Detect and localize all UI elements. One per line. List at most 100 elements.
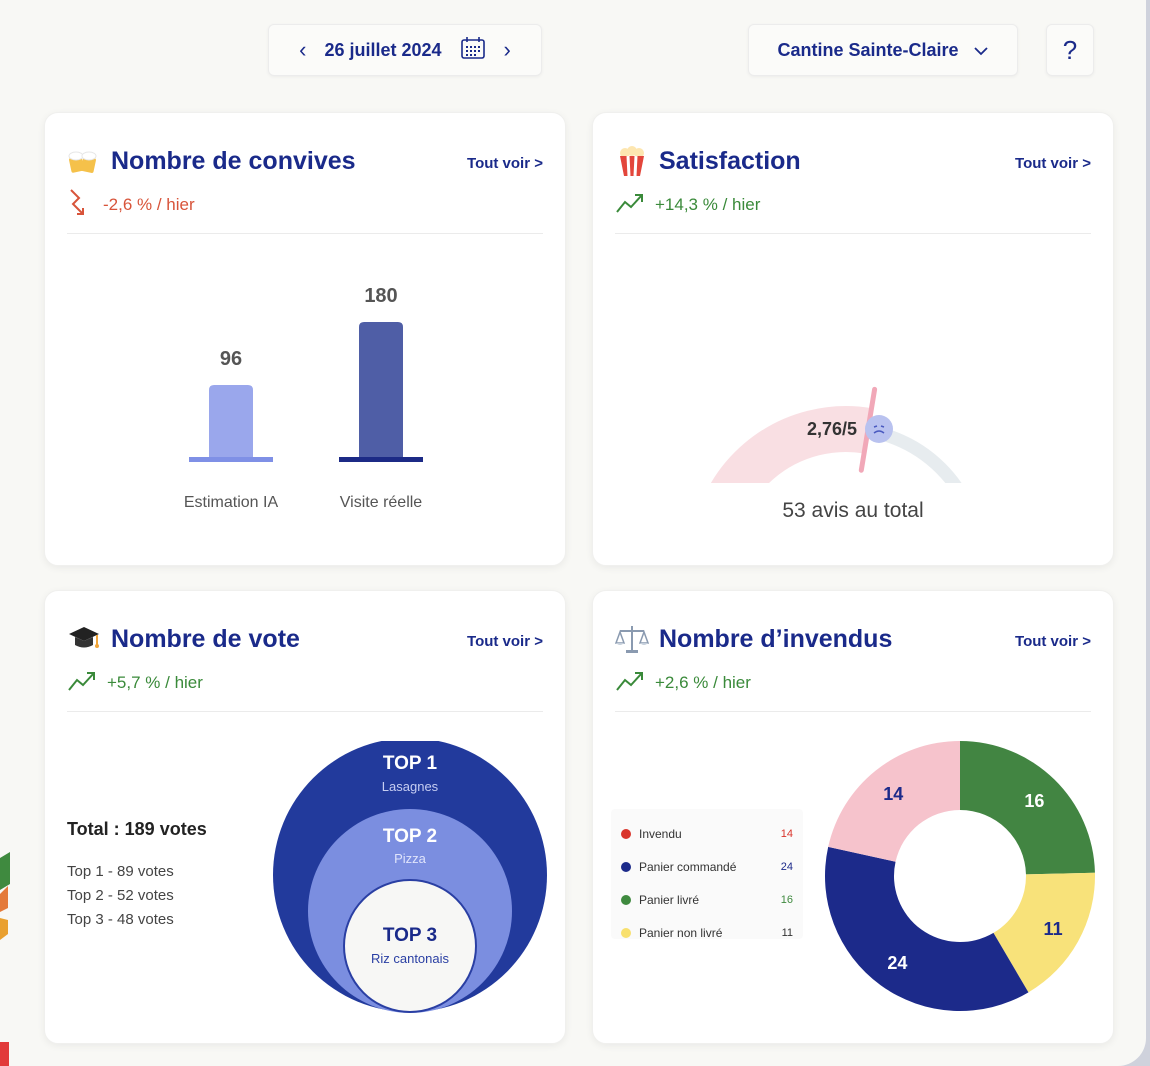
gauge-fill — [710, 406, 872, 483]
chevron-right-icon[interactable]: › — [503, 37, 511, 62]
bar-value-label: 180 — [364, 285, 397, 307]
legend-label: Invendu — [639, 826, 682, 841]
bar-base — [339, 457, 423, 462]
card-convives: Nombre de convives Tout voir > -2,6 % / … — [44, 112, 566, 566]
donut-value-label: 14 — [883, 784, 903, 804]
decor-shapes — [0, 852, 10, 940]
donut-slice — [993, 872, 1095, 993]
date-label[interactable]: 26 juillet 2024 — [324, 39, 442, 60]
site-selector[interactable]: Cantine Sainte-Claire — [748, 24, 1018, 76]
top1-dish: Lasagnes — [382, 779, 439, 794]
popcorn-icon — [615, 145, 649, 177]
legend-item: Panier commandé 24 — [621, 850, 793, 883]
trend-indicator: +2,6 % / hier — [615, 671, 751, 695]
date-picker: ‹ 26 juillet 2024 › — [268, 24, 542, 76]
help-label: ? — [1062, 34, 1078, 65]
donut-slice — [960, 741, 1095, 875]
vote-line: Top 2 - 52 votes — [67, 887, 174, 904]
see-all-link[interactable]: Tout voir > — [1015, 633, 1091, 650]
trend-indicator: -2,6 % / hier — [67, 188, 195, 217]
trend-text: +2,6 % / hier — [655, 673, 751, 692]
decor-block — [0, 1042, 9, 1066]
legend-label: Panier livré — [639, 892, 700, 907]
sad-face-icon — [865, 415, 894, 443]
trend-up-icon — [615, 192, 645, 219]
site-label: Cantine Sainte-Claire — [777, 39, 959, 60]
legend-value: 14 — [780, 827, 793, 840]
legend-value: 16 — [780, 893, 793, 906]
card-vote: Nombre de vote Tout voir > +5,7 % / hier… — [44, 590, 566, 1044]
donut-slice — [825, 846, 1029, 1011]
chevron-left-icon[interactable]: ‹ — [299, 37, 307, 62]
see-all-link[interactable]: Tout voir > — [467, 633, 543, 650]
legend-item: Panier non livré 11 — [621, 916, 793, 949]
vote-line: Top 3 - 48 votes — [67, 911, 174, 928]
card-header: Nombre de convives Tout voir > — [67, 143, 543, 183]
donut-legend: Invendu 14 Panier commandé 24 Panier livré 16… — [611, 809, 803, 940]
donut-value-label: 24 — [887, 953, 907, 973]
vote-line: Top 1 - 89 votes — [67, 863, 174, 880]
card-title: Satisfaction — [659, 147, 801, 175]
satisfaction-gauge — [710, 386, 962, 483]
beer-icon — [67, 145, 101, 177]
score-text: 2,76/5 — [807, 418, 858, 439]
trend-text: +5,7 % / hier — [107, 673, 203, 692]
divider — [615, 233, 1091, 234]
trend-up-icon — [615, 670, 645, 697]
donut-value-label: 16 — [1024, 791, 1044, 811]
divider — [615, 711, 1091, 712]
trend-indicator: +14,3 % / hier — [615, 193, 760, 217]
legend-value: 24 — [780, 860, 793, 873]
legend-dot-icon — [621, 894, 631, 905]
top3-circle — [343, 879, 477, 1013]
trend-up-icon — [67, 670, 97, 697]
legend-value: 11 — [781, 926, 793, 939]
card-header: Satisfaction Tout voir > — [615, 143, 1091, 183]
card-header: Nombre d’invendus Tout voir > — [614, 621, 1091, 661]
see-all-link[interactable]: Tout voir > — [1015, 155, 1091, 172]
card-title: Nombre d’invendus — [659, 625, 893, 653]
legend-label: Panier commandé — [639, 859, 737, 874]
legend-label: Panier non livré — [639, 925, 723, 940]
legend-dot-icon — [621, 861, 631, 872]
donut-value-label: 11 — [1044, 919, 1063, 939]
guests-bar-chart: 96 Estimation IA 180 Visite réelle — [184, 285, 423, 511]
votes-total: Total : 189 votes — [67, 819, 207, 839]
card-invendus: Nombre d’invendus Tout voir > +2,6 % / h… — [592, 590, 1114, 1044]
legend-item: Invendu 14 — [621, 817, 793, 850]
reviews-total: 53 avis au total — [782, 499, 924, 522]
bar-category-label: Visite réelle — [340, 494, 423, 511]
top3-rank: TOP 3 — [383, 925, 437, 946]
bar — [209, 385, 253, 457]
bar-value-label: 96 — [220, 348, 242, 370]
help-button[interactable]: ? — [1046, 24, 1094, 76]
card-title: Nombre de vote — [111, 625, 300, 653]
divider — [67, 711, 543, 712]
calendar-icon[interactable] — [460, 36, 486, 65]
top1-rank: TOP 1 — [383, 753, 438, 774]
legend-dot-icon — [621, 927, 631, 938]
card-header: Nombre de vote Tout voir > — [67, 621, 543, 661]
bar-base — [189, 457, 273, 462]
graduation-cap-icon — [67, 623, 101, 655]
divider — [67, 233, 543, 234]
top2-rank: TOP 2 — [383, 826, 437, 847]
card-satisfaction: Satisfaction Tout voir > +14,3 % / hier … — [592, 112, 1114, 566]
unsold-donut-chart: 16 11 24 14 — [825, 741, 1095, 1011]
see-all-link[interactable]: Tout voir > — [467, 155, 543, 172]
card-title: Nombre de convives — [111, 147, 356, 175]
legend-dot-icon — [621, 828, 631, 839]
trend-text: -2,6 % / hier — [103, 195, 195, 214]
bar-category-label: Estimation IA — [184, 494, 279, 511]
top3-dish: Riz cantonais — [371, 951, 450, 966]
bar — [359, 322, 403, 457]
trend-text: +14,3 % / hier — [655, 195, 761, 214]
top2-dish: Pizza — [394, 851, 427, 866]
gauge-score: 2,76/5 — [807, 415, 894, 443]
trend-down-icon — [67, 188, 93, 223]
donut-slice — [828, 741, 960, 862]
trend-indicator: +5,7 % / hier — [67, 671, 203, 695]
top-votes-diagram: TOP 1 Lasagnes TOP 2 Pizza TOP 3 Riz can… — [273, 741, 547, 1013]
chevron-down-icon — [973, 40, 989, 61]
